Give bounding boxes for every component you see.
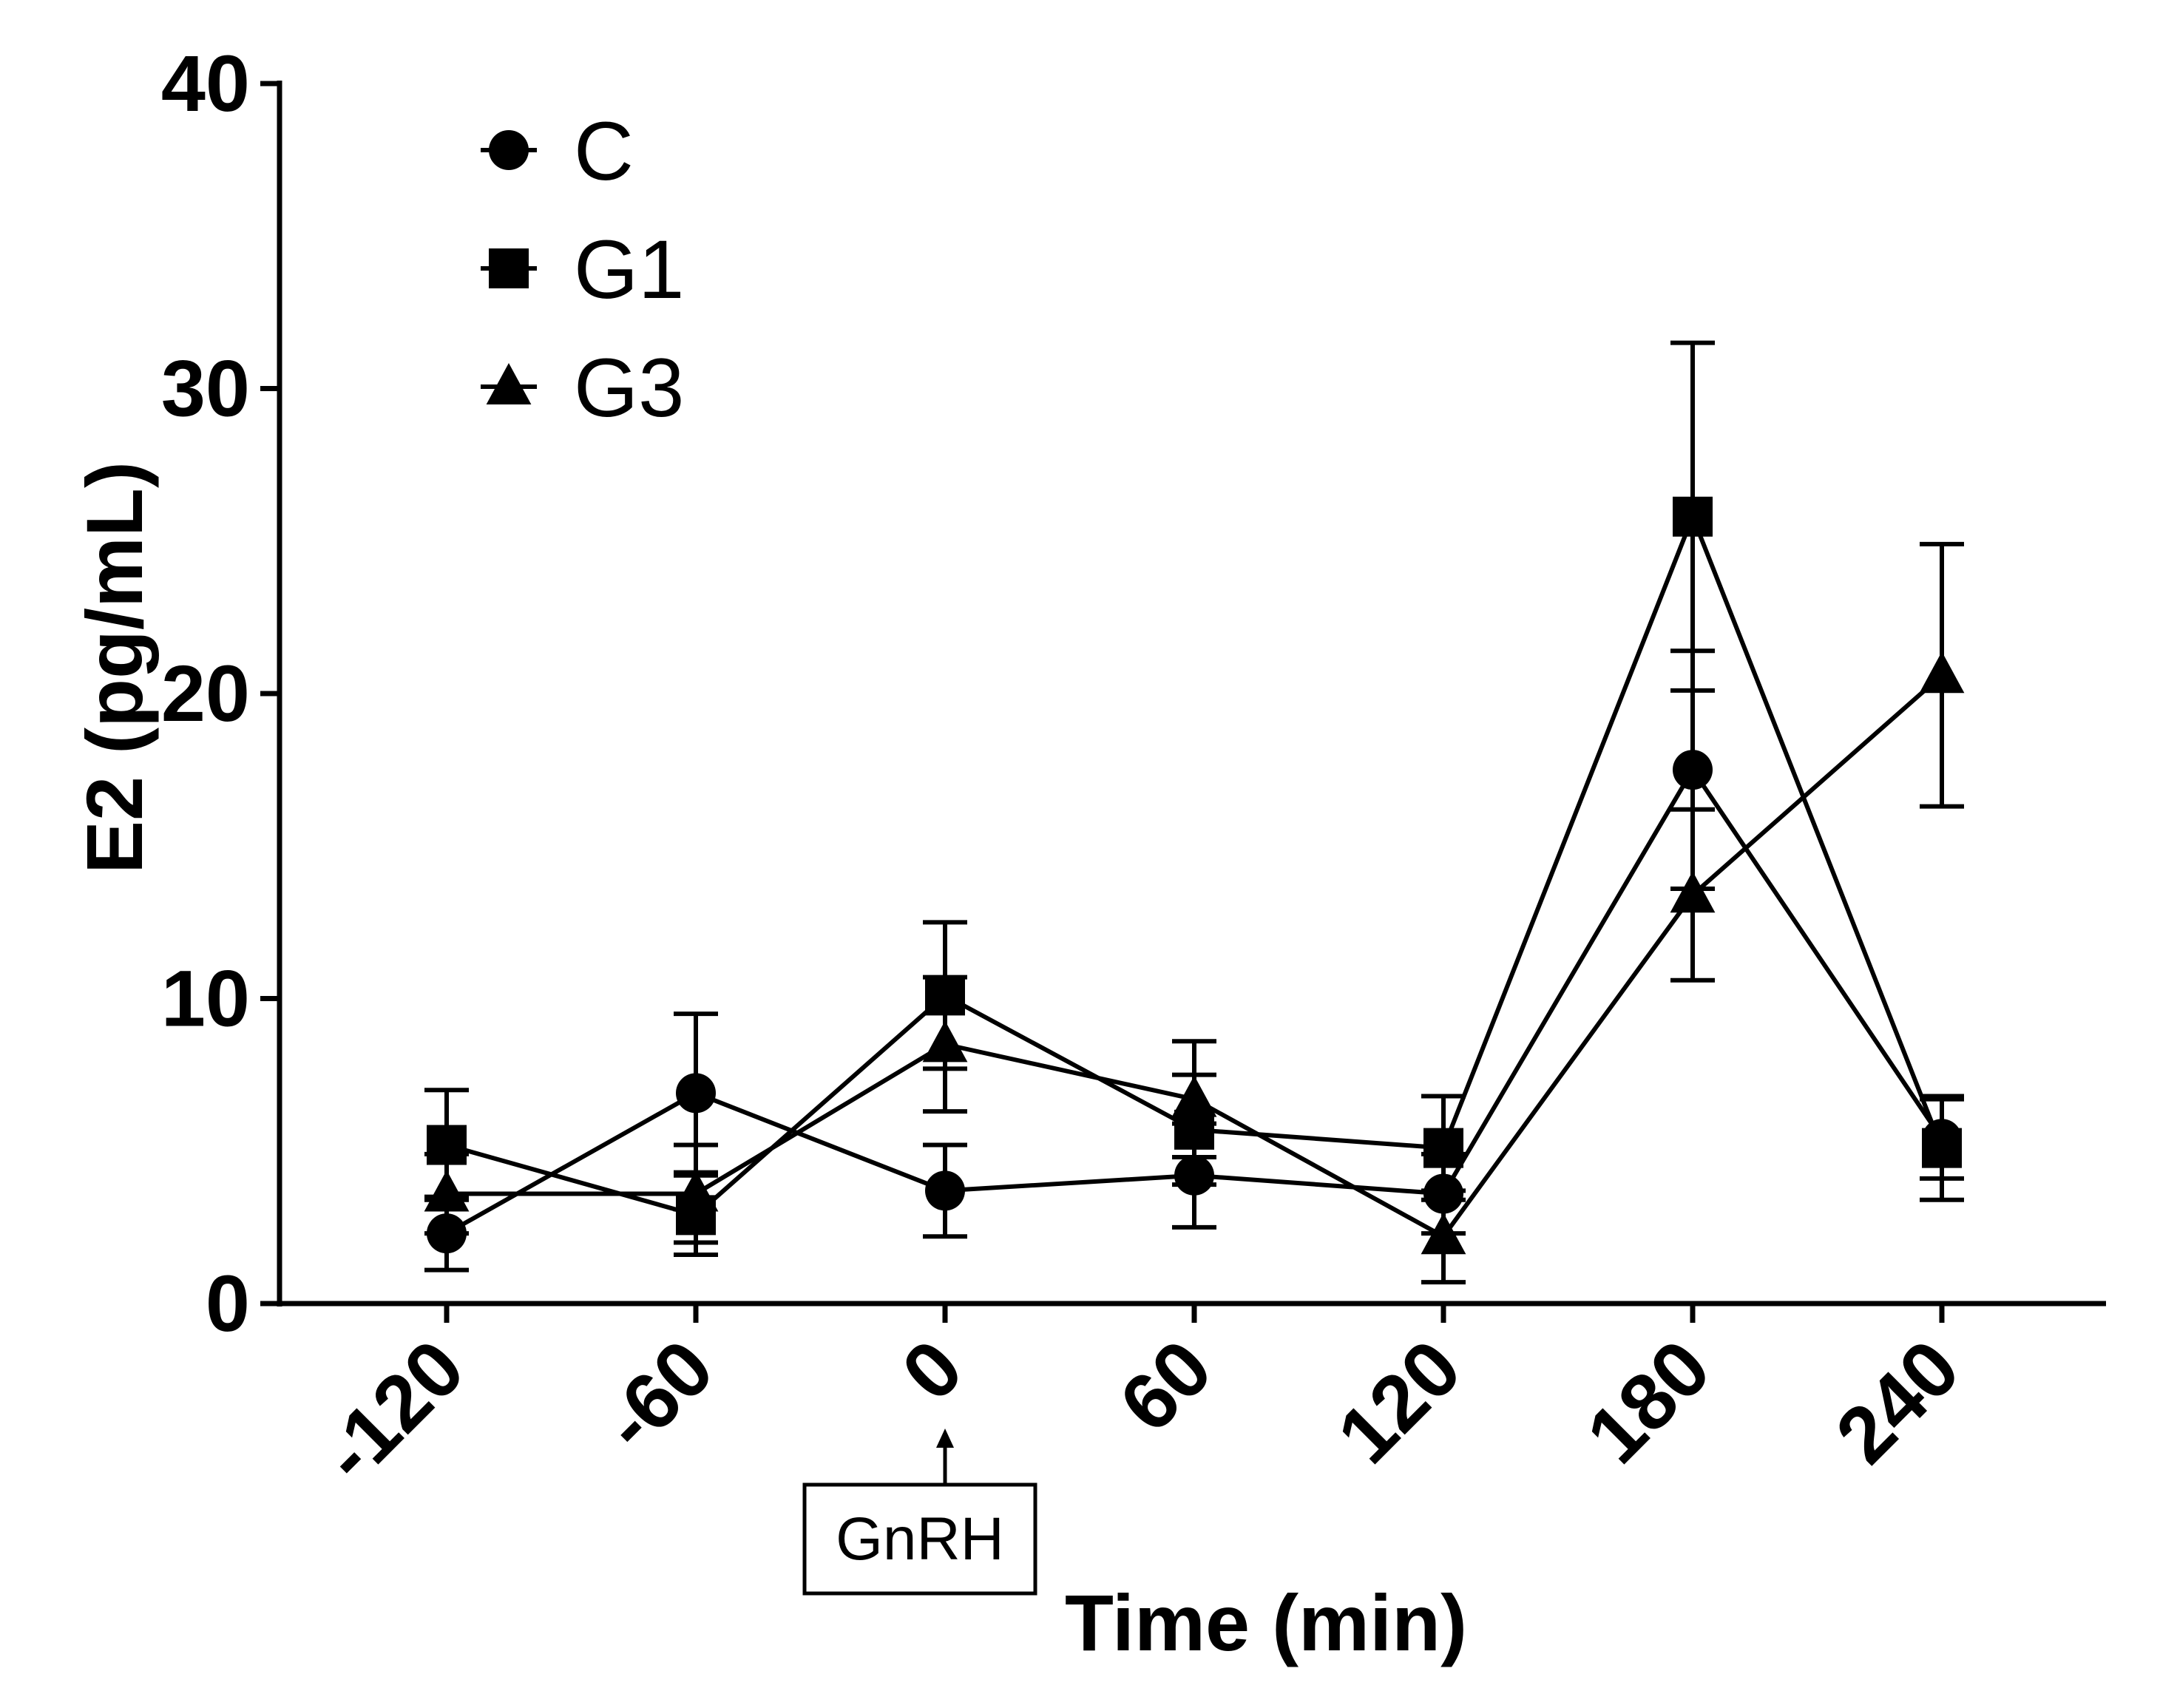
x-tick-label-180: 180: [1569, 1323, 1727, 1480]
gnrh-arrow-head: [936, 1429, 954, 1448]
data-markers: [424, 496, 1965, 1255]
x-tick-label-0: 0: [884, 1323, 979, 1417]
point-G1-240: [1922, 1128, 1962, 1168]
y-tick-label-10: 10: [161, 954, 250, 1043]
x-axis-ticks: -120 -60 0 60 120 180 240: [305, 1304, 1976, 1499]
point-G3--60: [673, 1170, 719, 1212]
point-G3-60: [1171, 1075, 1217, 1117]
y-tick-label-30: 30: [161, 344, 250, 433]
point-G3-240: [1919, 651, 1965, 694]
legend: C G1 G3: [481, 105, 684, 434]
y-axis-label: E2 (pg/mL): [70, 461, 159, 874]
point-C--60: [676, 1073, 716, 1114]
legend-label-G1: G1: [574, 223, 684, 316]
legend-label-C: C: [574, 105, 634, 197]
point-G3--120: [424, 1170, 470, 1212]
gnrh-annotation: GnRH: [802, 1429, 1037, 1596]
point-G1-0: [925, 975, 965, 1016]
point-C-180: [1673, 750, 1713, 790]
y-axis-ticks: 0 10 20 30 40: [161, 38, 280, 1348]
point-G1-180: [1673, 496, 1713, 537]
x-axis-label: Time (min): [1065, 1578, 1467, 1667]
point-G1-120: [1423, 1128, 1463, 1168]
x-tick-label--60: -60: [585, 1323, 730, 1468]
y-tick-label-40: 40: [161, 38, 250, 128]
point-C-60: [1174, 1155, 1214, 1196]
point-G3-0: [922, 1020, 968, 1063]
legend-marker-G3: [486, 363, 532, 404]
x-tick-label--120: -120: [305, 1323, 481, 1499]
x-tick-label-240: 240: [1818, 1323, 1976, 1480]
point-G3-180: [1670, 871, 1716, 913]
legend-marker-G1: [489, 248, 529, 288]
gnrh-box: [802, 1482, 1037, 1596]
gnrh-label: GnRH: [836, 1505, 1004, 1573]
point-C--120: [427, 1213, 467, 1254]
point-C-0: [925, 1170, 965, 1211]
x-tick-label-60: 60: [1103, 1323, 1229, 1449]
legend-label-G3: G3: [574, 342, 684, 434]
point-C-120: [1423, 1173, 1463, 1214]
y-tick-label-0: 0: [206, 1258, 250, 1348]
point-G3-120: [1421, 1213, 1466, 1255]
legend-marker-C: [489, 130, 529, 170]
y-tick-label-20: 20: [161, 648, 250, 738]
point-G1--120: [427, 1125, 467, 1165]
x-tick-label-120: 120: [1320, 1323, 1477, 1480]
